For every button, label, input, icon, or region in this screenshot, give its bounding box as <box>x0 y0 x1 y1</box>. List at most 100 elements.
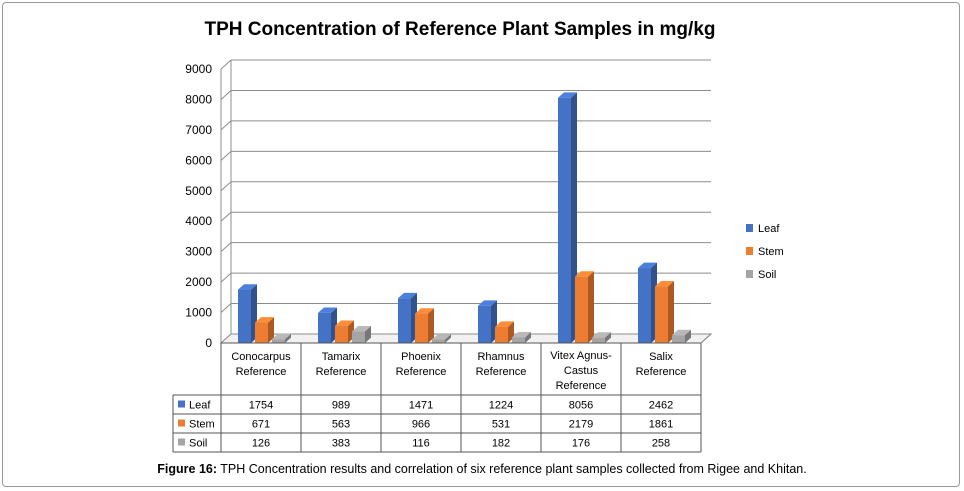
table-cell: 1224 <box>489 400 513 412</box>
bar-soil <box>432 339 445 343</box>
chart: TPH Concentration of Reference Plant Sam… <box>172 19 784 453</box>
bar-side <box>588 271 594 343</box>
bar-leaf <box>238 289 251 343</box>
gridline-side <box>220 181 232 192</box>
legend-label: Soil <box>758 269 776 281</box>
bar-side <box>605 332 611 343</box>
bar-top <box>638 262 657 269</box>
bar-stem <box>655 286 668 343</box>
bar-top <box>495 321 514 327</box>
bar-side <box>685 329 691 343</box>
bar-top <box>238 284 257 290</box>
bar-stem <box>415 313 428 343</box>
chart-floor <box>219 333 713 344</box>
bar-soil <box>352 331 365 343</box>
table-cell: 563 <box>332 419 350 431</box>
table-cell: 126 <box>252 438 270 450</box>
bar-top <box>592 332 611 338</box>
legend-key <box>746 247 753 255</box>
table-cell: 989 <box>332 400 350 412</box>
table-cell: 1754 <box>249 400 273 412</box>
bar-top <box>558 92 577 98</box>
legend-label: Leaf <box>758 223 780 235</box>
category-label: Reference <box>396 366 447 378</box>
category-label: Reference <box>316 366 367 378</box>
gridline-side <box>220 303 232 313</box>
table-row-label: Leaf <box>189 400 211 412</box>
caption-text: TPH Concentration results and correlatio… <box>217 462 807 476</box>
table-cell: 8056 <box>569 400 593 412</box>
bar-top <box>512 332 531 338</box>
data-table: Conocarpus Reference Tamarix Reference Phoen… <box>172 333 712 453</box>
bar-soil <box>512 337 525 343</box>
category-label: Phoenix <box>401 351 441 363</box>
category-label: Castus <box>564 365 599 377</box>
bar-top <box>655 280 674 287</box>
gridline-side <box>220 242 232 253</box>
floor-edge <box>700 333 712 344</box>
bar-top <box>575 271 594 277</box>
legend-key <box>746 270 753 278</box>
table-cell: 531 <box>492 419 510 431</box>
legend-label: Stem <box>758 246 784 258</box>
bar-top <box>272 333 291 340</box>
bar-soil <box>272 339 285 343</box>
category-label: Reference <box>476 366 527 378</box>
table-legend-key <box>178 400 185 408</box>
bar-top <box>318 307 337 313</box>
table-cell: 671 <box>252 419 270 431</box>
bar-top <box>672 329 691 336</box>
table-cell: 383 <box>332 438 350 450</box>
gridline-side <box>220 150 232 161</box>
bar-leaf <box>638 268 651 343</box>
table-cell: 2462 <box>649 400 673 412</box>
table-cell: 2179 <box>569 419 593 431</box>
bar-side <box>365 325 371 343</box>
bar-leaf <box>478 305 491 343</box>
bar-top <box>255 317 274 323</box>
bar-stem <box>495 326 508 343</box>
y-tick-label: 1000 <box>185 306 212 320</box>
y-tick-label: 0 <box>205 336 212 350</box>
gridline-side <box>220 120 232 131</box>
bar-top <box>335 320 354 326</box>
caption-label: Figure 16: <box>157 462 218 476</box>
category-label: Rhamnus <box>477 351 525 363</box>
gridline-side <box>220 272 232 283</box>
bar-leaf <box>398 298 411 343</box>
legend: Leaf Stem Soil <box>746 223 784 281</box>
y-tick-label: 5000 <box>185 184 212 198</box>
bar-side <box>268 317 274 343</box>
bar-stem <box>255 322 268 343</box>
y-tick-label: 7000 <box>185 123 212 137</box>
gridline-side <box>220 90 232 100</box>
table-cell: 1861 <box>649 419 673 431</box>
table-cell: 182 <box>492 438 510 450</box>
category-label: Conocarpus <box>231 351 291 363</box>
gridline-side <box>220 211 232 222</box>
y-tick-label: 3000 <box>185 245 212 259</box>
table-legend-key <box>178 438 185 446</box>
y-tick-label: 9000 <box>185 62 212 76</box>
bar-soil <box>672 335 685 343</box>
gridline-side <box>220 59 232 70</box>
bar-side <box>428 308 434 343</box>
y-tick-label: 8000 <box>185 92 212 106</box>
chart-title: TPH Concentration of Reference Plant Sam… <box>205 19 716 40</box>
table-cell: 116 <box>412 438 430 450</box>
table-cell: 176 <box>572 438 590 450</box>
category-label: Reference <box>236 366 287 378</box>
table-row-label: Stem <box>189 419 215 431</box>
table-legend-key <box>178 419 185 427</box>
category-label: Reference <box>556 380 607 392</box>
bar-top <box>415 308 434 314</box>
bar-top <box>432 334 451 340</box>
y-tick-label: 4000 <box>185 214 212 228</box>
bar-stem <box>335 325 348 343</box>
table-row-label: Soil <box>189 438 207 450</box>
bar-leaf <box>558 97 571 343</box>
bar-side <box>285 333 291 343</box>
y-tick-label: 6000 <box>185 153 212 167</box>
bar-leaf <box>318 312 331 343</box>
